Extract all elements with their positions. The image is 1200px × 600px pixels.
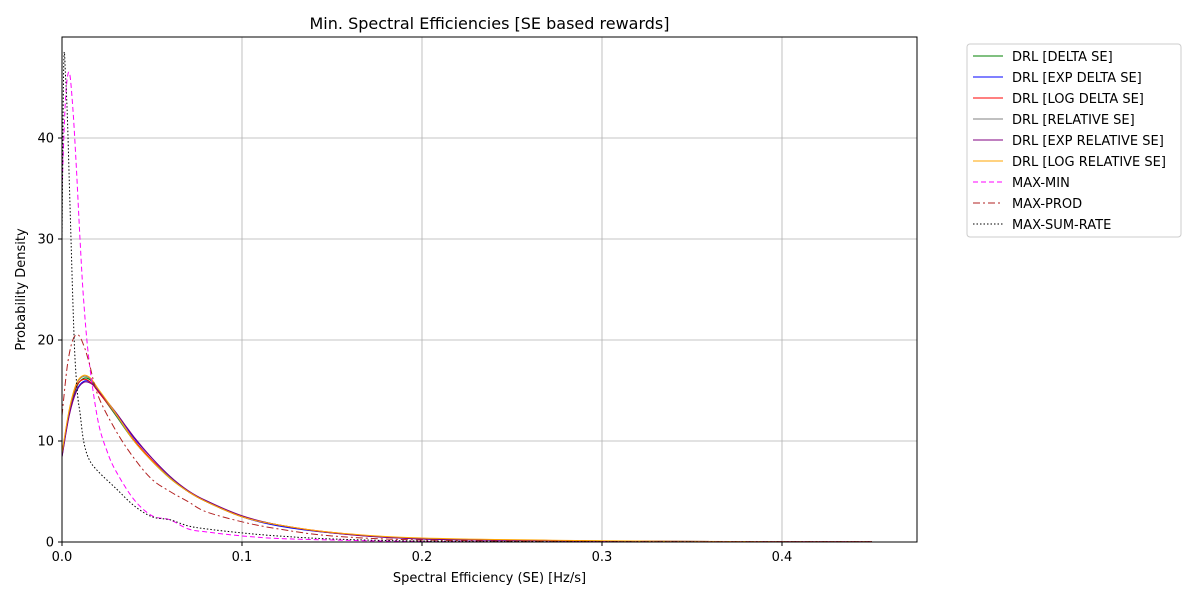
y-tick-label: 10	[37, 435, 54, 450]
legend-label-max-min: MAX-MIN	[1012, 176, 1070, 191]
x-tick-label: 0.4	[772, 550, 793, 565]
series-line-max-min	[61, 71, 873, 543]
legend-label-drl-delta-se: DRL [DELTA SE]	[1012, 50, 1113, 65]
y-axis-label: Probability Density	[14, 228, 29, 351]
y-tick-label: 30	[37, 233, 54, 248]
y-tick-label: 40	[37, 132, 54, 147]
plot-lines	[61, 51, 873, 543]
y-tick-label: 0	[46, 536, 54, 551]
ticks: 0.0 0.1 0.2 0.3 0.4 0 10 20 30 40	[37, 132, 792, 566]
legend-label-drl-log-delta-se: DRL [LOG DELTA SE]	[1012, 92, 1144, 107]
plot-frame	[61, 36, 918, 543]
legend: DRL [DELTA SE] DRL [EXP DELTA SE] DRL [LOG…	[966, 43, 1182, 238]
x-tick-label: 0.0	[52, 550, 73, 565]
legend-label-drl-log-relative-se: DRL [LOG RELATIVE SE]	[1012, 155, 1166, 170]
x-tick-label: 0.3	[592, 550, 613, 565]
legend-label-drl-relative-se: DRL [RELATIVE SE]	[1012, 113, 1135, 128]
legend-label-max-prod: MAX-PROD	[1012, 197, 1082, 212]
x-axis-label: Spectral Efficiency (SE) [Hz/s]	[393, 571, 586, 586]
legend-label-drl-exp-delta-se: DRL [EXP DELTA SE]	[1012, 71, 1142, 86]
legend-frame	[966, 43, 1182, 238]
series-line-drl-log-relative-se	[61, 374, 873, 543]
series-line-max-prod	[61, 334, 873, 543]
y-tick-label: 20	[37, 334, 54, 349]
chart-title: Min. Spectral Efficiencies [SE based rew…	[310, 14, 670, 33]
legend-label-drl-exp-relative-se: DRL [EXP RELATIVE SE]	[1012, 134, 1164, 149]
x-tick-label: 0.1	[232, 550, 253, 565]
x-tick-label: 0.2	[412, 550, 433, 565]
legend-label-max-sum-rate: MAX-SUM-RATE	[1012, 218, 1111, 233]
